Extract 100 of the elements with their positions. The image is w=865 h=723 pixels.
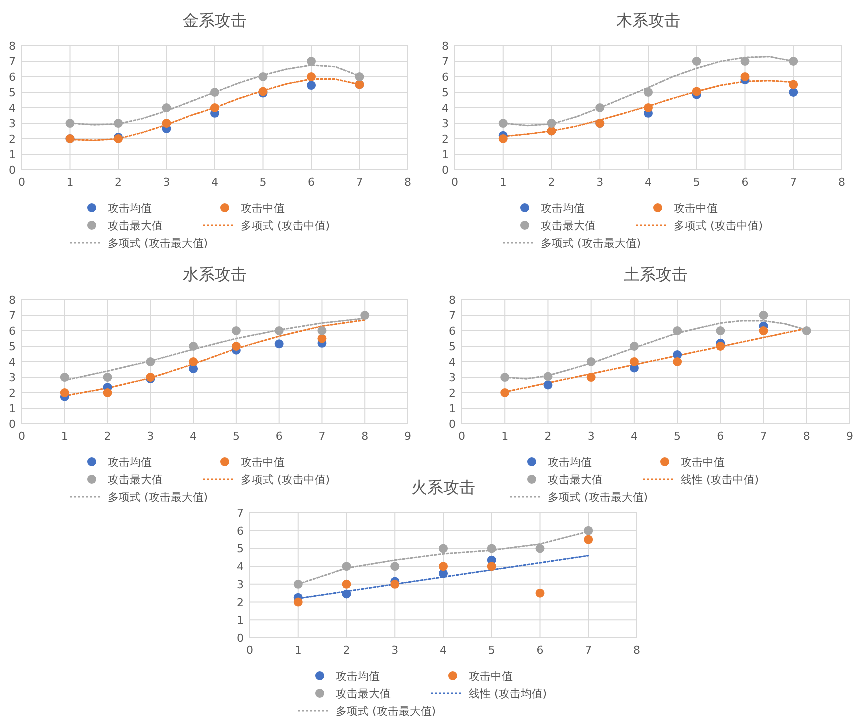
y-tick-label: 4 (449, 356, 456, 369)
legend-label: 攻击最大值 (108, 220, 163, 232)
y-tick-label: 4 (442, 102, 449, 115)
point (60, 373, 70, 382)
y-tick-label: 8 (9, 40, 16, 53)
y-tick-label: 2 (9, 133, 16, 146)
point (487, 544, 496, 554)
point (294, 580, 303, 589)
y-tick-label: 2 (442, 133, 449, 146)
x-tick-label: 6 (742, 176, 749, 189)
y-tick-label: 3 (442, 118, 449, 130)
legend-label: 多项式 (攻击最大值) (548, 491, 648, 504)
y-tick-label: 5 (237, 542, 244, 556)
point (274, 340, 284, 349)
point (390, 562, 400, 572)
point (114, 119, 123, 128)
legend-label: 攻击最大值 (548, 474, 603, 486)
point (536, 588, 545, 598)
y-tick-label: 7 (442, 56, 449, 68)
x-tick-label: 4 (212, 176, 218, 189)
y-tick-label: 4 (237, 560, 244, 574)
x-tick-label: 7 (318, 430, 326, 443)
x-tick-label: 6 (717, 430, 724, 443)
chart-title: 火系攻击 (412, 478, 476, 497)
legend-label: 攻击中值 (241, 456, 285, 469)
point (355, 72, 364, 82)
y-tick-label: 5 (9, 340, 16, 354)
y-tick-label: 8 (442, 40, 449, 53)
point (586, 373, 596, 382)
point (103, 373, 112, 382)
point (307, 81, 316, 90)
x-tick-label: 7 (356, 176, 364, 189)
x-tick-label: 3 (588, 430, 595, 443)
legend-label: 攻击中值 (469, 670, 513, 683)
x-tick-label: 8 (362, 430, 369, 443)
x-tick-label: 9 (404, 430, 412, 443)
y-tick-label: 3 (237, 578, 244, 592)
point (759, 311, 768, 320)
y-tick-label: 0 (9, 418, 16, 431)
legend-label: 线性 (攻击中值) (681, 474, 760, 486)
x-tick-label: 0 (18, 176, 26, 189)
y-tick-label: 3 (449, 372, 456, 384)
point (500, 373, 510, 382)
point (692, 87, 702, 96)
point (547, 119, 556, 128)
x-tick-label: 1 (294, 644, 302, 657)
legend-label: 攻击最大值 (108, 474, 163, 486)
point (439, 562, 448, 572)
point (498, 119, 508, 128)
point (740, 72, 750, 82)
x-tick-label: 7 (585, 644, 592, 657)
chart-title: 木系攻击 (616, 11, 680, 30)
point (360, 311, 370, 320)
legend-label: 多项式 (攻击最大值) (108, 237, 208, 250)
point (498, 134, 508, 144)
x-tick-label: 2 (343, 644, 350, 657)
y-tick-label: 6 (237, 524, 244, 538)
point (500, 388, 510, 398)
point (210, 104, 220, 112)
point (740, 57, 750, 66)
y-tick-label: 1 (442, 148, 449, 162)
y-tick-label: 0 (9, 164, 16, 177)
chart-title: 水系攻击 (183, 265, 247, 284)
point (789, 57, 798, 66)
y-tick-label: 6 (9, 325, 16, 338)
x-tick-label: 2 (115, 176, 122, 189)
legend-label: 攻击中值 (681, 456, 725, 469)
x-tick-label: 0 (458, 430, 466, 443)
y-tick-label: 4 (9, 102, 16, 115)
x-tick-label: 2 (544, 430, 552, 443)
legend-label: 线性 (攻击均值) (469, 688, 548, 700)
x-tick-label: 4 (630, 430, 638, 443)
x-tick-label: 3 (163, 176, 170, 189)
point (487, 562, 496, 572)
point (544, 372, 553, 382)
x-tick-label: 5 (674, 430, 682, 443)
legend-label: 攻击最大值 (336, 688, 391, 700)
point (162, 104, 172, 112)
point (162, 119, 172, 128)
y-tick-label: 8 (9, 294, 16, 307)
point (258, 72, 268, 82)
y-tick-label: 3 (9, 118, 16, 130)
x-tick-label: 5 (488, 644, 496, 657)
y-tick-label: 5 (442, 86, 449, 100)
chart-title: 金系攻击 (183, 11, 247, 30)
point (103, 388, 112, 398)
point (189, 358, 198, 366)
y-tick-label: 2 (237, 596, 244, 610)
x-tick-label: 6 (308, 176, 315, 189)
y-tick-label: 7 (9, 56, 16, 68)
legend-label: 多项式 (攻击最大值) (108, 491, 208, 504)
point (60, 388, 70, 398)
x-tick-label: 1 (66, 176, 74, 189)
x-tick-label: 2 (548, 176, 556, 189)
x-tick-label: 1 (61, 430, 68, 443)
x-tick-label: 3 (596, 176, 604, 189)
x-tick-label: 4 (645, 176, 652, 189)
point (630, 342, 639, 351)
point (189, 342, 198, 351)
point (146, 358, 156, 366)
